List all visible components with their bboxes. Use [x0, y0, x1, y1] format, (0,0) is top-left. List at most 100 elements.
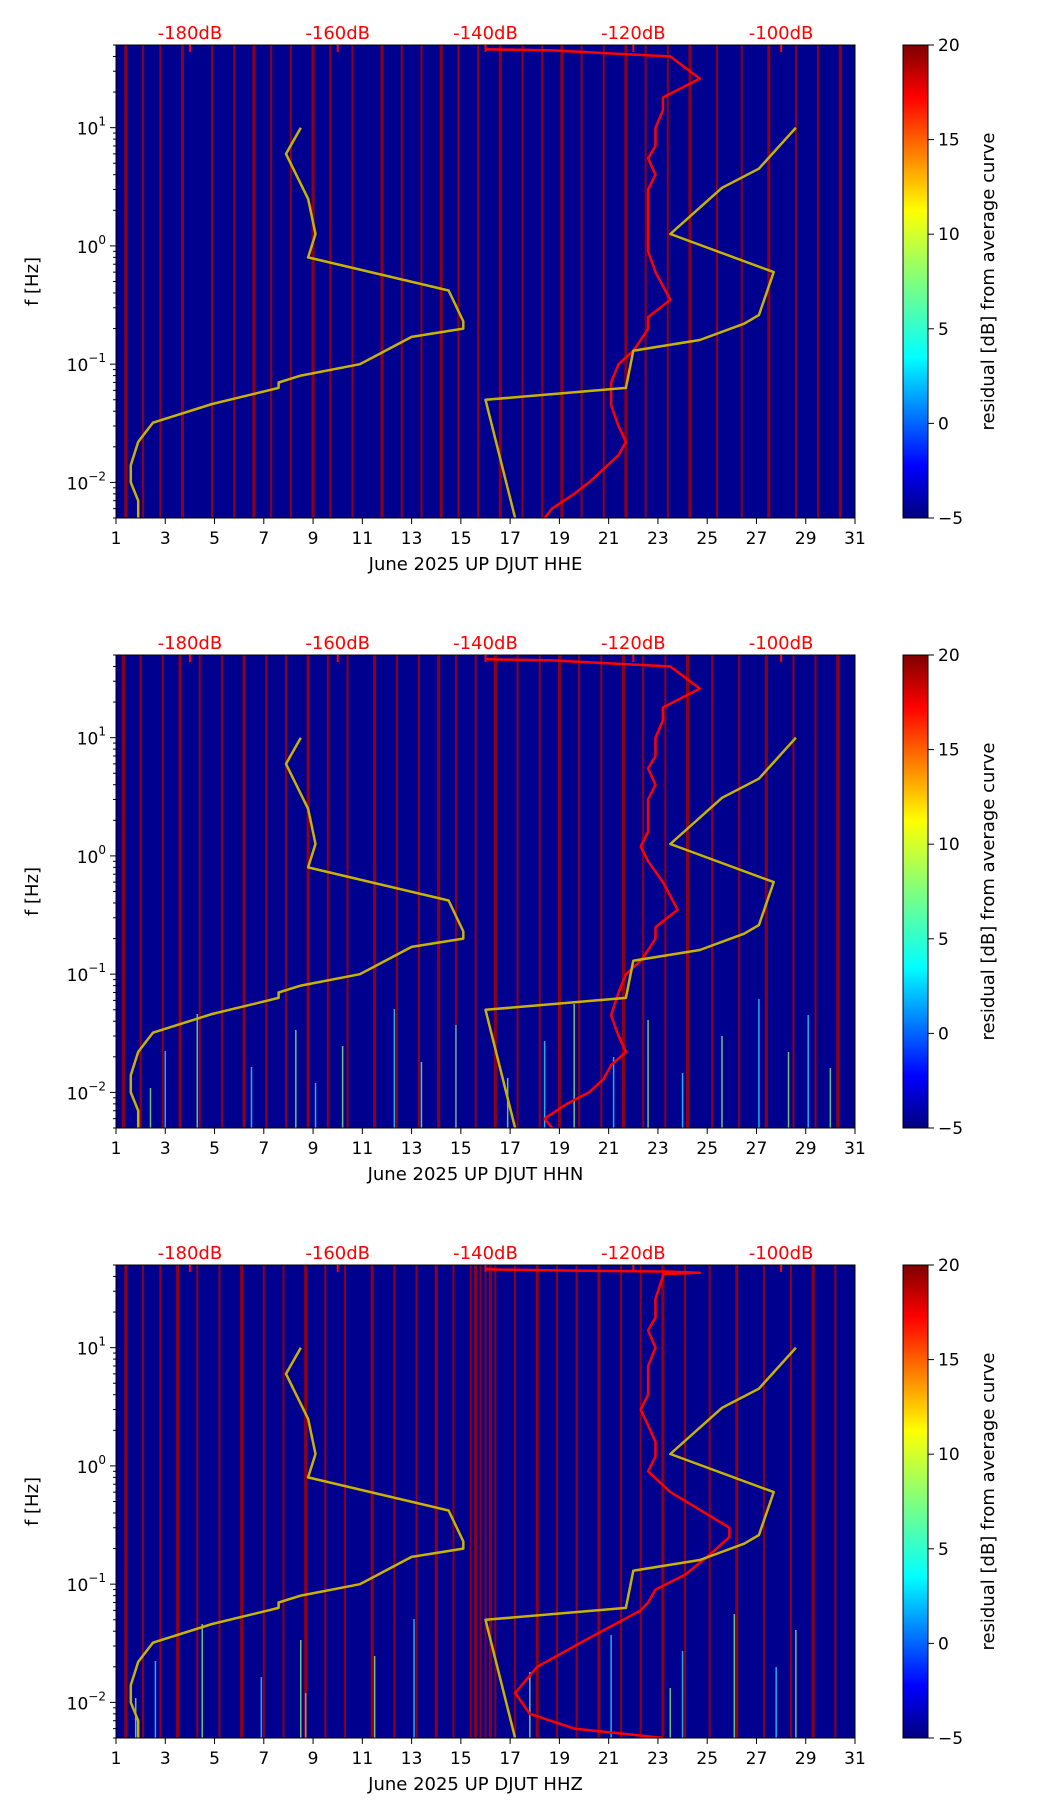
median-psd-curve — [485, 658, 702, 1128]
high-residual-stripe — [373, 655, 377, 1128]
high-residual-stripe — [738, 655, 741, 1128]
x-tick-label: 13 — [401, 529, 423, 549]
high-residual-stripe — [176, 1265, 180, 1738]
high-residual-stripe — [708, 1265, 711, 1738]
x-tick-label: 17 — [499, 1139, 521, 1159]
high-residual-stripe — [380, 45, 384, 518]
high-residual-stripe — [181, 45, 185, 518]
high-residual-stripe — [393, 1265, 396, 1738]
colorbar-tick-label: 20 — [938, 646, 960, 666]
x-tick-label: 17 — [499, 1749, 521, 1769]
x-tick-label: 31 — [844, 529, 866, 549]
x-tick-label: 3 — [160, 1749, 171, 1769]
high-residual-stripe — [420, 45, 423, 518]
high-residual-stripe — [792, 655, 795, 1128]
high-residual-stripe — [639, 1265, 642, 1738]
plot-background — [116, 45, 855, 518]
high-residual-stripe — [265, 655, 268, 1128]
high-residual-stripe — [535, 1265, 539, 1738]
x-tick-label: 1 — [111, 529, 122, 549]
high-residual-stripe — [488, 1265, 492, 1738]
x-tick-label: 5 — [209, 529, 220, 549]
high-residual-stripe — [474, 655, 477, 1128]
x-tick-label: 9 — [308, 1139, 319, 1159]
db-tick-label: -180dB — [158, 23, 223, 44]
colorbar-tick-label: 0 — [938, 1634, 949, 1654]
x-axis-label: June 2025 UP DJUT HHN — [367, 1164, 584, 1185]
colorbar-tick-label: −5 — [938, 1119, 963, 1139]
high-residual-stripe — [220, 655, 223, 1128]
high-residual-stripe — [240, 1265, 244, 1738]
high-residual-stripe — [514, 1265, 517, 1738]
colorbar-tick-label: 10 — [938, 1445, 960, 1465]
colorbar-label: residual [dB] from average curve — [978, 742, 999, 1040]
high-residual-stripe — [159, 45, 162, 518]
x-tick-label: 11 — [352, 1139, 374, 1159]
high-residual-stripe — [516, 655, 519, 1128]
high-residual-stripe — [457, 45, 460, 518]
x-tick-label: 15 — [450, 1749, 472, 1769]
high-residual-stripe — [624, 45, 628, 518]
y-tick-label: 100 — [77, 1453, 106, 1478]
db-tick-label: -160dB — [305, 1243, 370, 1264]
x-tick-label: 15 — [450, 529, 472, 549]
high-residual-stripe — [834, 1265, 837, 1738]
x-tick-label: 1 — [111, 1139, 122, 1159]
high-residual-stripe — [580, 45, 583, 518]
high-residual-stripe — [767, 45, 771, 518]
high-residual-stripe — [740, 45, 743, 518]
high-residual-stripe — [142, 1265, 145, 1738]
db-tick-label: -120dB — [601, 23, 666, 44]
y-tick-label: 100 — [77, 843, 106, 868]
high-residual-stripe — [351, 45, 354, 518]
high-residual-stripe — [270, 45, 273, 518]
high-residual-stripe — [311, 45, 315, 518]
high-residual-stripe — [139, 655, 142, 1128]
high-residual-stripe — [644, 45, 647, 518]
x-tick-label: 27 — [746, 1139, 768, 1159]
colorbar-tick-label: −5 — [938, 509, 963, 529]
high-residual-stripe — [252, 45, 256, 518]
median-psd-curve — [485, 1268, 731, 1738]
high-residual-stripe — [479, 1265, 482, 1738]
high-residual-stripe — [304, 1265, 308, 1738]
colorbar-tick-label: 10 — [938, 225, 960, 245]
high-residual-stripe — [198, 655, 201, 1128]
noise-model-curve — [129, 737, 465, 1128]
db-tick-label: -140dB — [453, 633, 518, 654]
high-residual-stripe — [494, 1265, 497, 1738]
high-residual-stripe — [789, 1265, 792, 1738]
high-residual-stripe — [395, 655, 398, 1128]
high-residual-stripe — [159, 1265, 162, 1738]
high-residual-stripe — [666, 45, 669, 518]
high-residual-stripe — [262, 1265, 265, 1738]
high-residual-stripe — [735, 1265, 739, 1738]
colorbar-tick-label: −5 — [938, 1729, 963, 1749]
colorbar-label: residual [dB] from average curve — [978, 1352, 999, 1650]
high-residual-stripe — [124, 1265, 128, 1738]
x-tick-label: 29 — [795, 529, 817, 549]
colorbar-tick-label: 20 — [938, 36, 960, 56]
x-tick-label: 31 — [844, 1749, 866, 1769]
x-tick-label: 19 — [549, 1749, 571, 1769]
high-residual-stripe — [575, 1265, 578, 1738]
high-residual-stripe — [661, 1265, 665, 1738]
high-residual-stripe — [597, 1265, 601, 1738]
colorbar — [902, 654, 929, 1129]
x-tick-label: 31 — [844, 1139, 866, 1159]
high-residual-stripe — [282, 1265, 285, 1738]
db-tick-label: -100dB — [749, 23, 814, 44]
high-residual-stripe — [541, 45, 544, 518]
high-residual-stripe — [600, 655, 603, 1128]
high-residual-stripe — [498, 45, 502, 518]
x-tick-label: 7 — [258, 529, 269, 549]
high-residual-stripe — [619, 1265, 622, 1738]
colorbar-label: residual [dB] from average curve — [978, 132, 999, 430]
high-residual-stripe — [161, 655, 164, 1128]
high-residual-stripe — [178, 655, 182, 1128]
spectrogram-panel-3: 1 3 5 7 9 11 13 15 17 19 21 23 25 27 29 3110−210−110010… — [22, 1243, 999, 1795]
high-residual-stripe — [233, 45, 236, 518]
x-axis-label: June 2025 UP DJUT HHZ — [367, 1774, 583, 1795]
x-tick-label: 5 — [209, 1749, 220, 1769]
x-axis-label: June 2025 UP DJUT HHE — [368, 554, 583, 575]
